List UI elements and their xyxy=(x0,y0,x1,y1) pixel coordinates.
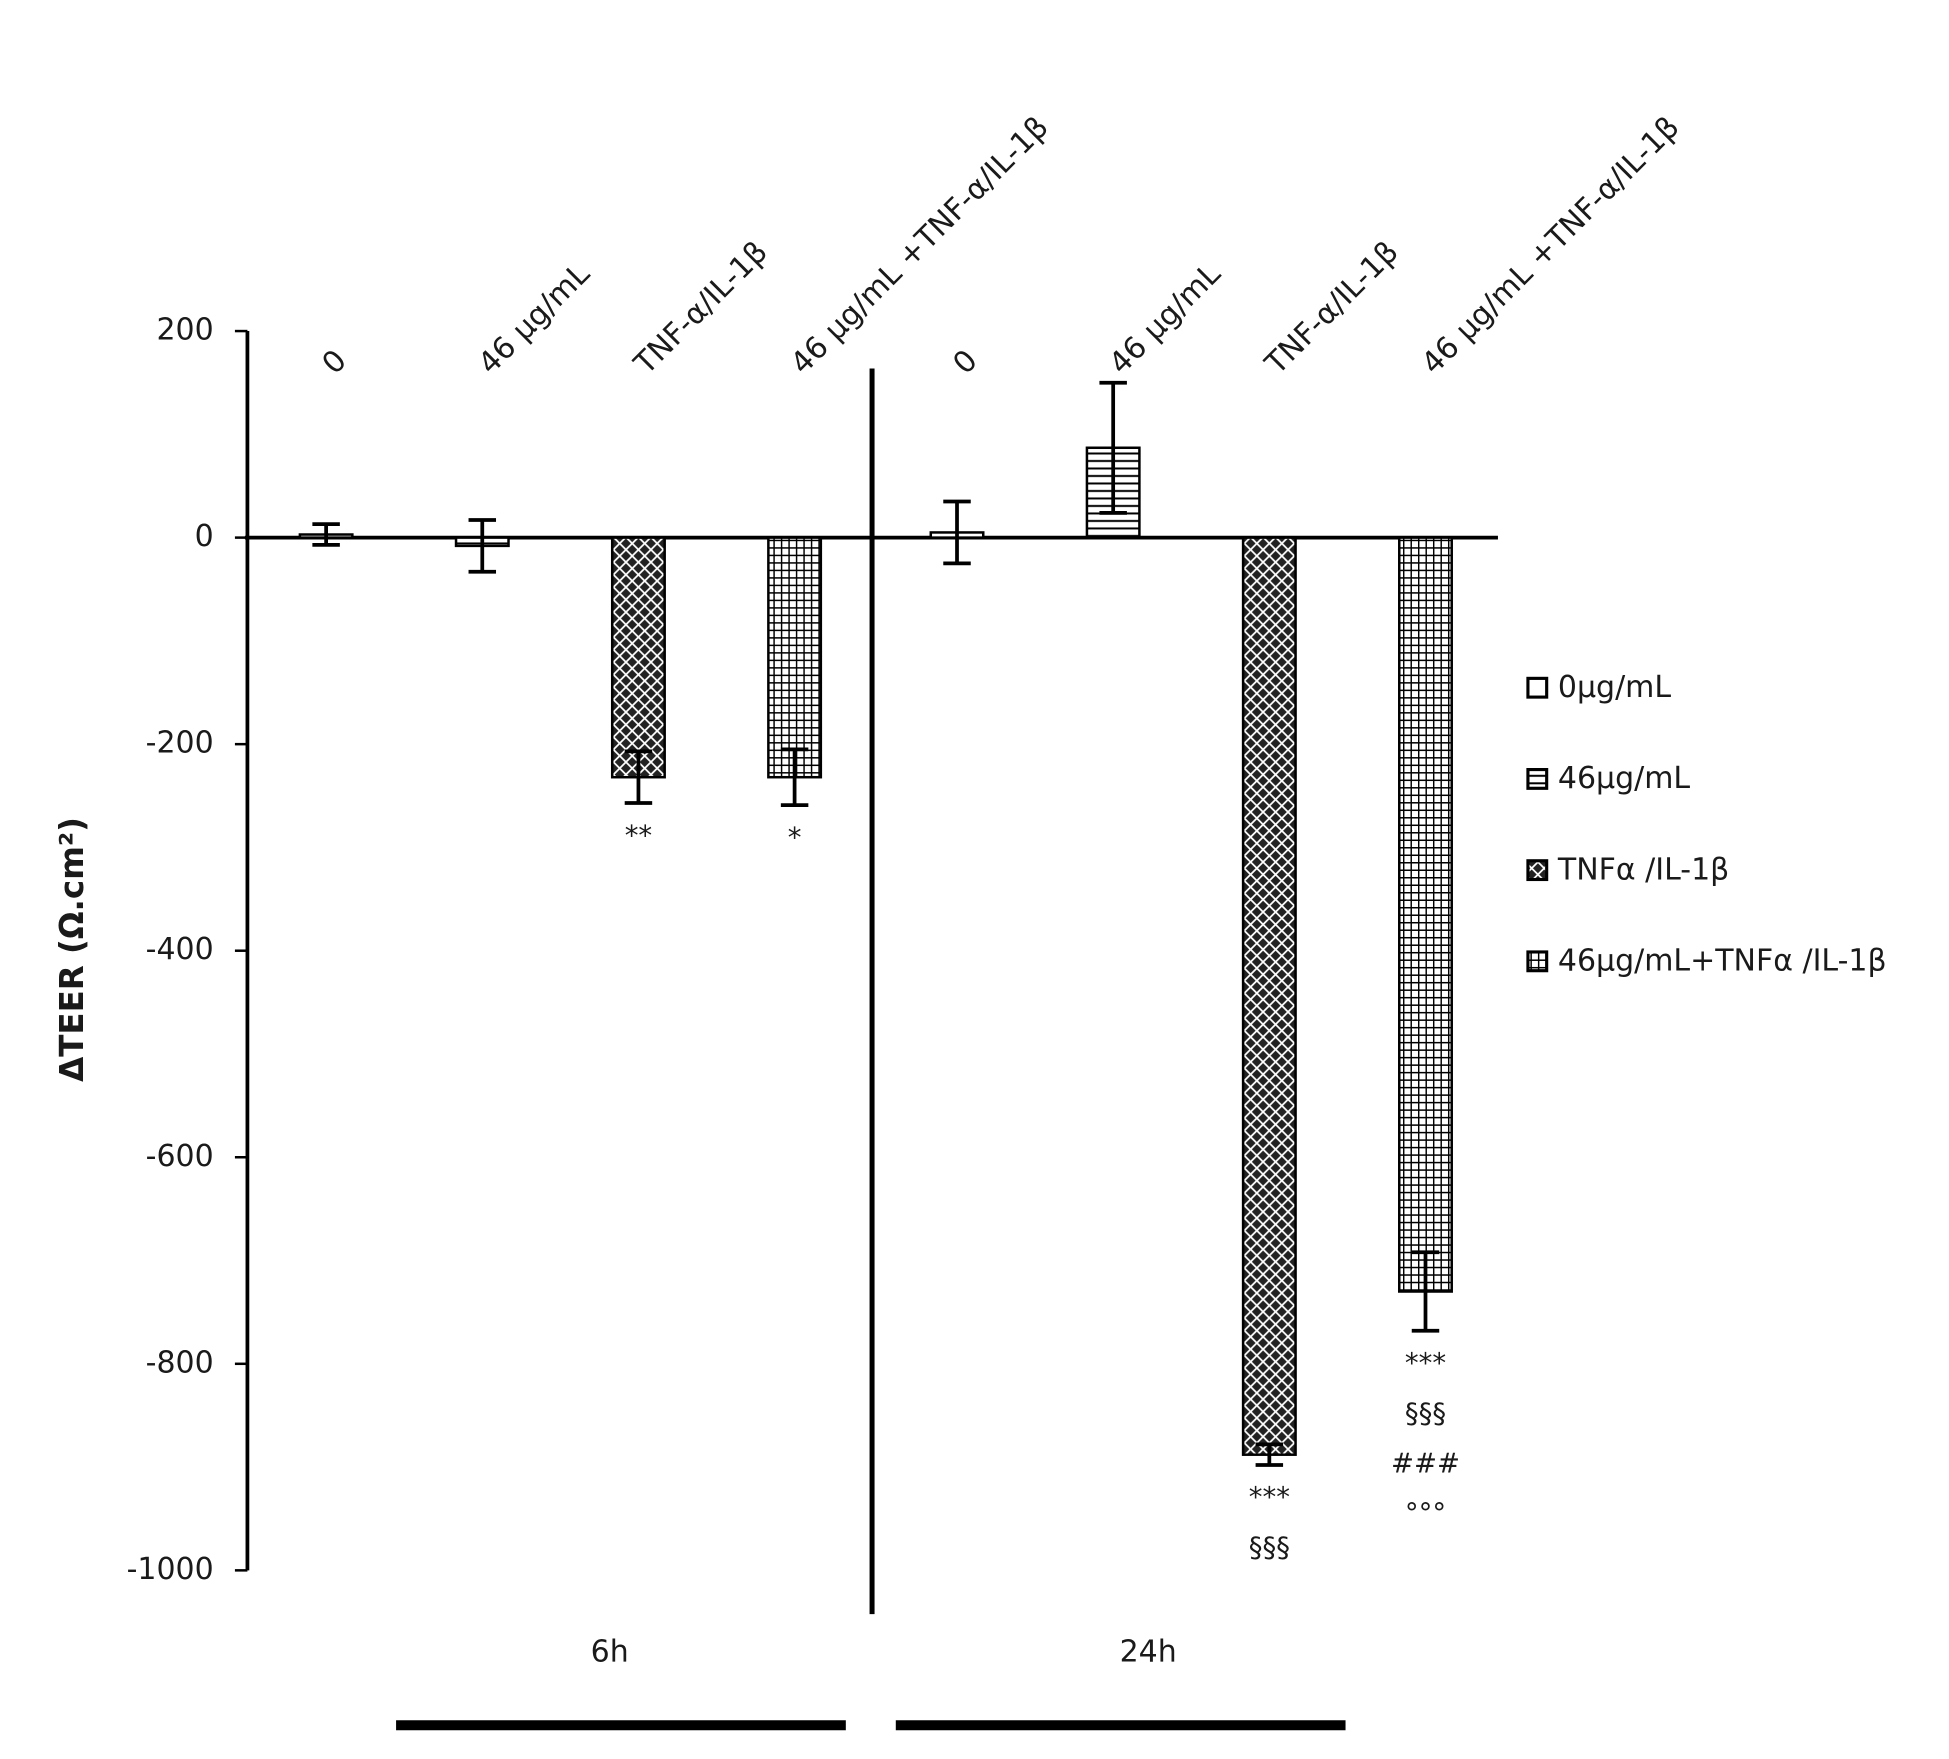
error-bar xyxy=(1099,380,1127,515)
group-label: 6h xyxy=(591,1634,629,1669)
legend-label: 46µg/mL xyxy=(1558,761,1691,796)
significance-label: *** xyxy=(1405,1347,1446,1379)
bar-label: 46 µg/mL +TNF-α/IL-1β xyxy=(784,110,1056,382)
bar xyxy=(1241,536,1297,1456)
significance-label: ### xyxy=(1391,1447,1460,1479)
bar-label: 46 µg/mL xyxy=(472,256,597,381)
significance-label: *** xyxy=(1249,1482,1290,1514)
y-tick-label: -800 xyxy=(146,1345,214,1380)
y-tick-label: -1000 xyxy=(127,1552,214,1587)
legend-swatch xyxy=(1526,859,1549,882)
bar-label: 0 xyxy=(946,343,984,381)
significance-label: §§§ xyxy=(1249,1532,1290,1564)
bar xyxy=(1398,536,1453,1293)
bar-label: 46 µg/mL +TNF-α/IL-1β xyxy=(1415,110,1687,382)
y-axis-label: ΔTEER (Ω.cm²) xyxy=(53,817,91,1082)
error-bar xyxy=(780,747,809,807)
y-tick-label: 200 xyxy=(156,313,213,348)
error-bar xyxy=(943,499,971,566)
bar-label: 0 xyxy=(316,343,354,381)
significance-label: §§§ xyxy=(1405,1397,1446,1429)
bar xyxy=(610,536,666,779)
y-tick-label: -400 xyxy=(146,932,214,967)
error-bar xyxy=(1255,1442,1284,1467)
error-bar xyxy=(312,522,340,547)
significance-label: °°° xyxy=(1405,1497,1446,1529)
bar-label: TNF-α/IL-1β xyxy=(627,235,775,383)
legend-label: 46µg/mL+TNFα /IL-1β xyxy=(1558,943,1887,978)
legend-swatch xyxy=(1526,676,1549,699)
legend-swatch xyxy=(1526,950,1549,973)
legend-label: 0µg/mL xyxy=(1558,670,1671,705)
error-bar xyxy=(468,518,497,574)
legend-swatch xyxy=(1526,768,1549,790)
y-tick-label: 0 xyxy=(195,519,214,554)
group-label: 24h xyxy=(1120,1634,1177,1669)
significance-label: ** xyxy=(625,820,652,852)
bar xyxy=(767,536,823,779)
bar-label: 46 µg/mL xyxy=(1103,256,1228,381)
bar-label: TNF-α/IL-1β xyxy=(1258,235,1406,383)
y-tick-label: -600 xyxy=(146,1139,214,1174)
legend-label: TNFα /IL-1β xyxy=(1557,852,1729,887)
significance-label: * xyxy=(788,822,802,854)
y-tick-label: -200 xyxy=(146,726,214,761)
error-bar xyxy=(1411,1250,1440,1333)
error-bar xyxy=(624,749,653,805)
